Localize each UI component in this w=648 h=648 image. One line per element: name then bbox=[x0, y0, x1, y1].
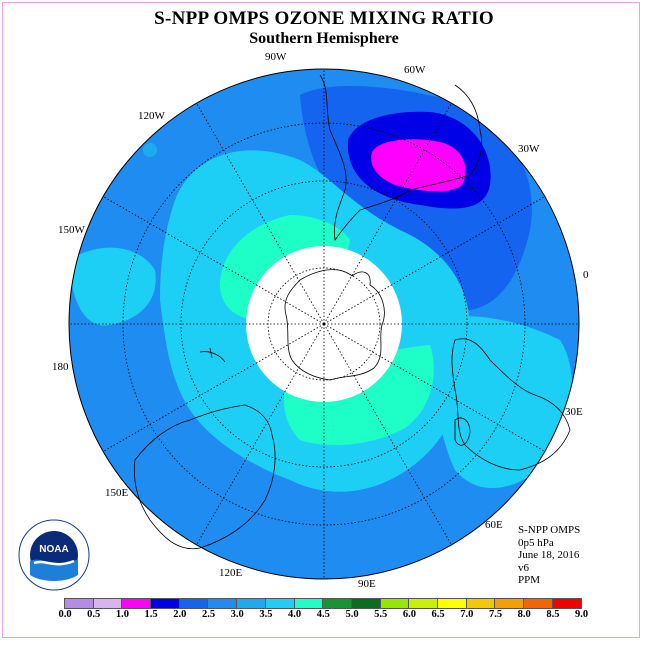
colorbar-swatch bbox=[65, 599, 94, 608]
africa-coast bbox=[451, 338, 571, 471]
lon-label-30e: 30E bbox=[565, 406, 583, 418]
field-2p5-3p0-blob bbox=[143, 143, 157, 157]
colorbar-swatch bbox=[524, 599, 553, 608]
info-level: 0p5 hPa bbox=[518, 536, 554, 549]
noaa-logo-icon: NOAA bbox=[18, 519, 90, 591]
colorbar-swatch bbox=[237, 599, 266, 608]
lon-label-150w: 150W bbox=[58, 224, 86, 236]
lon-label-90e: 90E bbox=[358, 578, 376, 590]
colorbar-tick-label: 8.0 bbox=[517, 609, 531, 620]
colorbar-tick-label: 0.0 bbox=[58, 609, 72, 620]
colorbar-tick-label: 4.0 bbox=[288, 609, 302, 620]
colorbar-swatch bbox=[294, 599, 324, 608]
info-instrument: S-NPP OMPS bbox=[518, 524, 581, 536]
field-1p0-1p5 bbox=[371, 139, 466, 192]
antarctica-coast bbox=[284, 269, 385, 381]
south-america-coast bbox=[319, 74, 483, 242]
colorbar-swatch bbox=[208, 599, 238, 608]
colorbar-tick-label: 6.0 bbox=[402, 609, 416, 620]
colorbar bbox=[64, 598, 583, 609]
colorbar-tick-label: 4.5 bbox=[316, 609, 330, 620]
map-subtitle: Southern Hemisphere bbox=[249, 30, 399, 47]
field-3p5-4p0-south bbox=[283, 345, 434, 446]
madagascar-coast bbox=[454, 417, 471, 446]
lon-label-120e: 120E bbox=[219, 567, 243, 579]
colorbar-tick-label: 9.0 bbox=[575, 609, 589, 620]
colorbar-swatch bbox=[409, 599, 438, 608]
lon-label-0: 0 bbox=[583, 269, 589, 281]
new-zealand-coast bbox=[199, 347, 226, 363]
south-pole-marker bbox=[322, 322, 326, 326]
colorbar-tick-label: 2.5 bbox=[201, 609, 216, 620]
colorbar-tick-label: 1.0 bbox=[115, 609, 129, 620]
colorbar-tick-label: 0.5 bbox=[87, 609, 101, 620]
colorbar-swatch bbox=[122, 599, 152, 608]
lon-label-120w: 120W bbox=[138, 110, 166, 122]
colorbar-swatch bbox=[265, 599, 295, 608]
lon-label-60w: 60W bbox=[404, 64, 426, 76]
colorbar-swatch bbox=[323, 599, 352, 608]
colorbar-swatch bbox=[466, 599, 496, 608]
plot-frame bbox=[2, 2, 640, 638]
lon-label-150e: 150E bbox=[105, 487, 129, 499]
colorbar-swatch bbox=[93, 599, 123, 608]
australia-coast bbox=[133, 404, 276, 550]
info-version: v6 bbox=[518, 561, 529, 574]
colorbar-ticks: 0.0 0.5 1.0 1.5 2.0 2.5 3.0 3.5 4.0 4.5 5.0 5.5 6.0 6… bbox=[0, 609, 648, 623]
map-title: S-NPP OMPS OZONE MIXING RATIO bbox=[154, 8, 494, 29]
lon-label-30w: 30W bbox=[518, 143, 540, 155]
coastlines bbox=[133, 74, 571, 550]
graticule bbox=[69, 69, 579, 579]
colorbar-swatch bbox=[552, 599, 582, 608]
colorbar-tick-label: 2.0 bbox=[173, 609, 187, 620]
colorbar-tick-label: 5.5 bbox=[374, 609, 388, 620]
colorbar-tick-label: 5.0 bbox=[345, 609, 359, 620]
field-3p0-3p5-west bbox=[70, 247, 156, 326]
lon-label-60e: 60E bbox=[485, 519, 503, 531]
colorbar-tick-label: 3.5 bbox=[259, 609, 273, 620]
colorbar-swatch bbox=[380, 599, 410, 608]
colorbar-swatch bbox=[495, 599, 524, 608]
logo-text: NOAA bbox=[39, 544, 68, 555]
colorbar-swatch bbox=[351, 599, 381, 608]
colorbar-tick-label: 8.5 bbox=[546, 609, 560, 620]
colorbar-swatch bbox=[151, 599, 180, 608]
lon-label-180: 180 bbox=[52, 361, 69, 373]
colorbar-tick-label: 7.5 bbox=[488, 609, 503, 620]
info-block: S-NPP OMPS 0p5 hPa June 18, 2016 v6 PPM bbox=[518, 524, 580, 587]
colorbar-tick-label: 7.0 bbox=[460, 609, 474, 620]
map-boundary bbox=[68, 68, 580, 580]
colorbar-tick-label: 3.0 bbox=[230, 609, 244, 620]
colorbar-swatch bbox=[179, 599, 209, 608]
info-date: June 18, 2016 bbox=[518, 549, 580, 561]
lon-label-90w: 90W bbox=[265, 51, 287, 63]
colorbar-swatch bbox=[437, 599, 467, 608]
info-units: PPM bbox=[518, 574, 541, 586]
colorbar-tick-label: 6.5 bbox=[431, 609, 445, 620]
colorbar-tick-label: 1.5 bbox=[144, 609, 158, 620]
